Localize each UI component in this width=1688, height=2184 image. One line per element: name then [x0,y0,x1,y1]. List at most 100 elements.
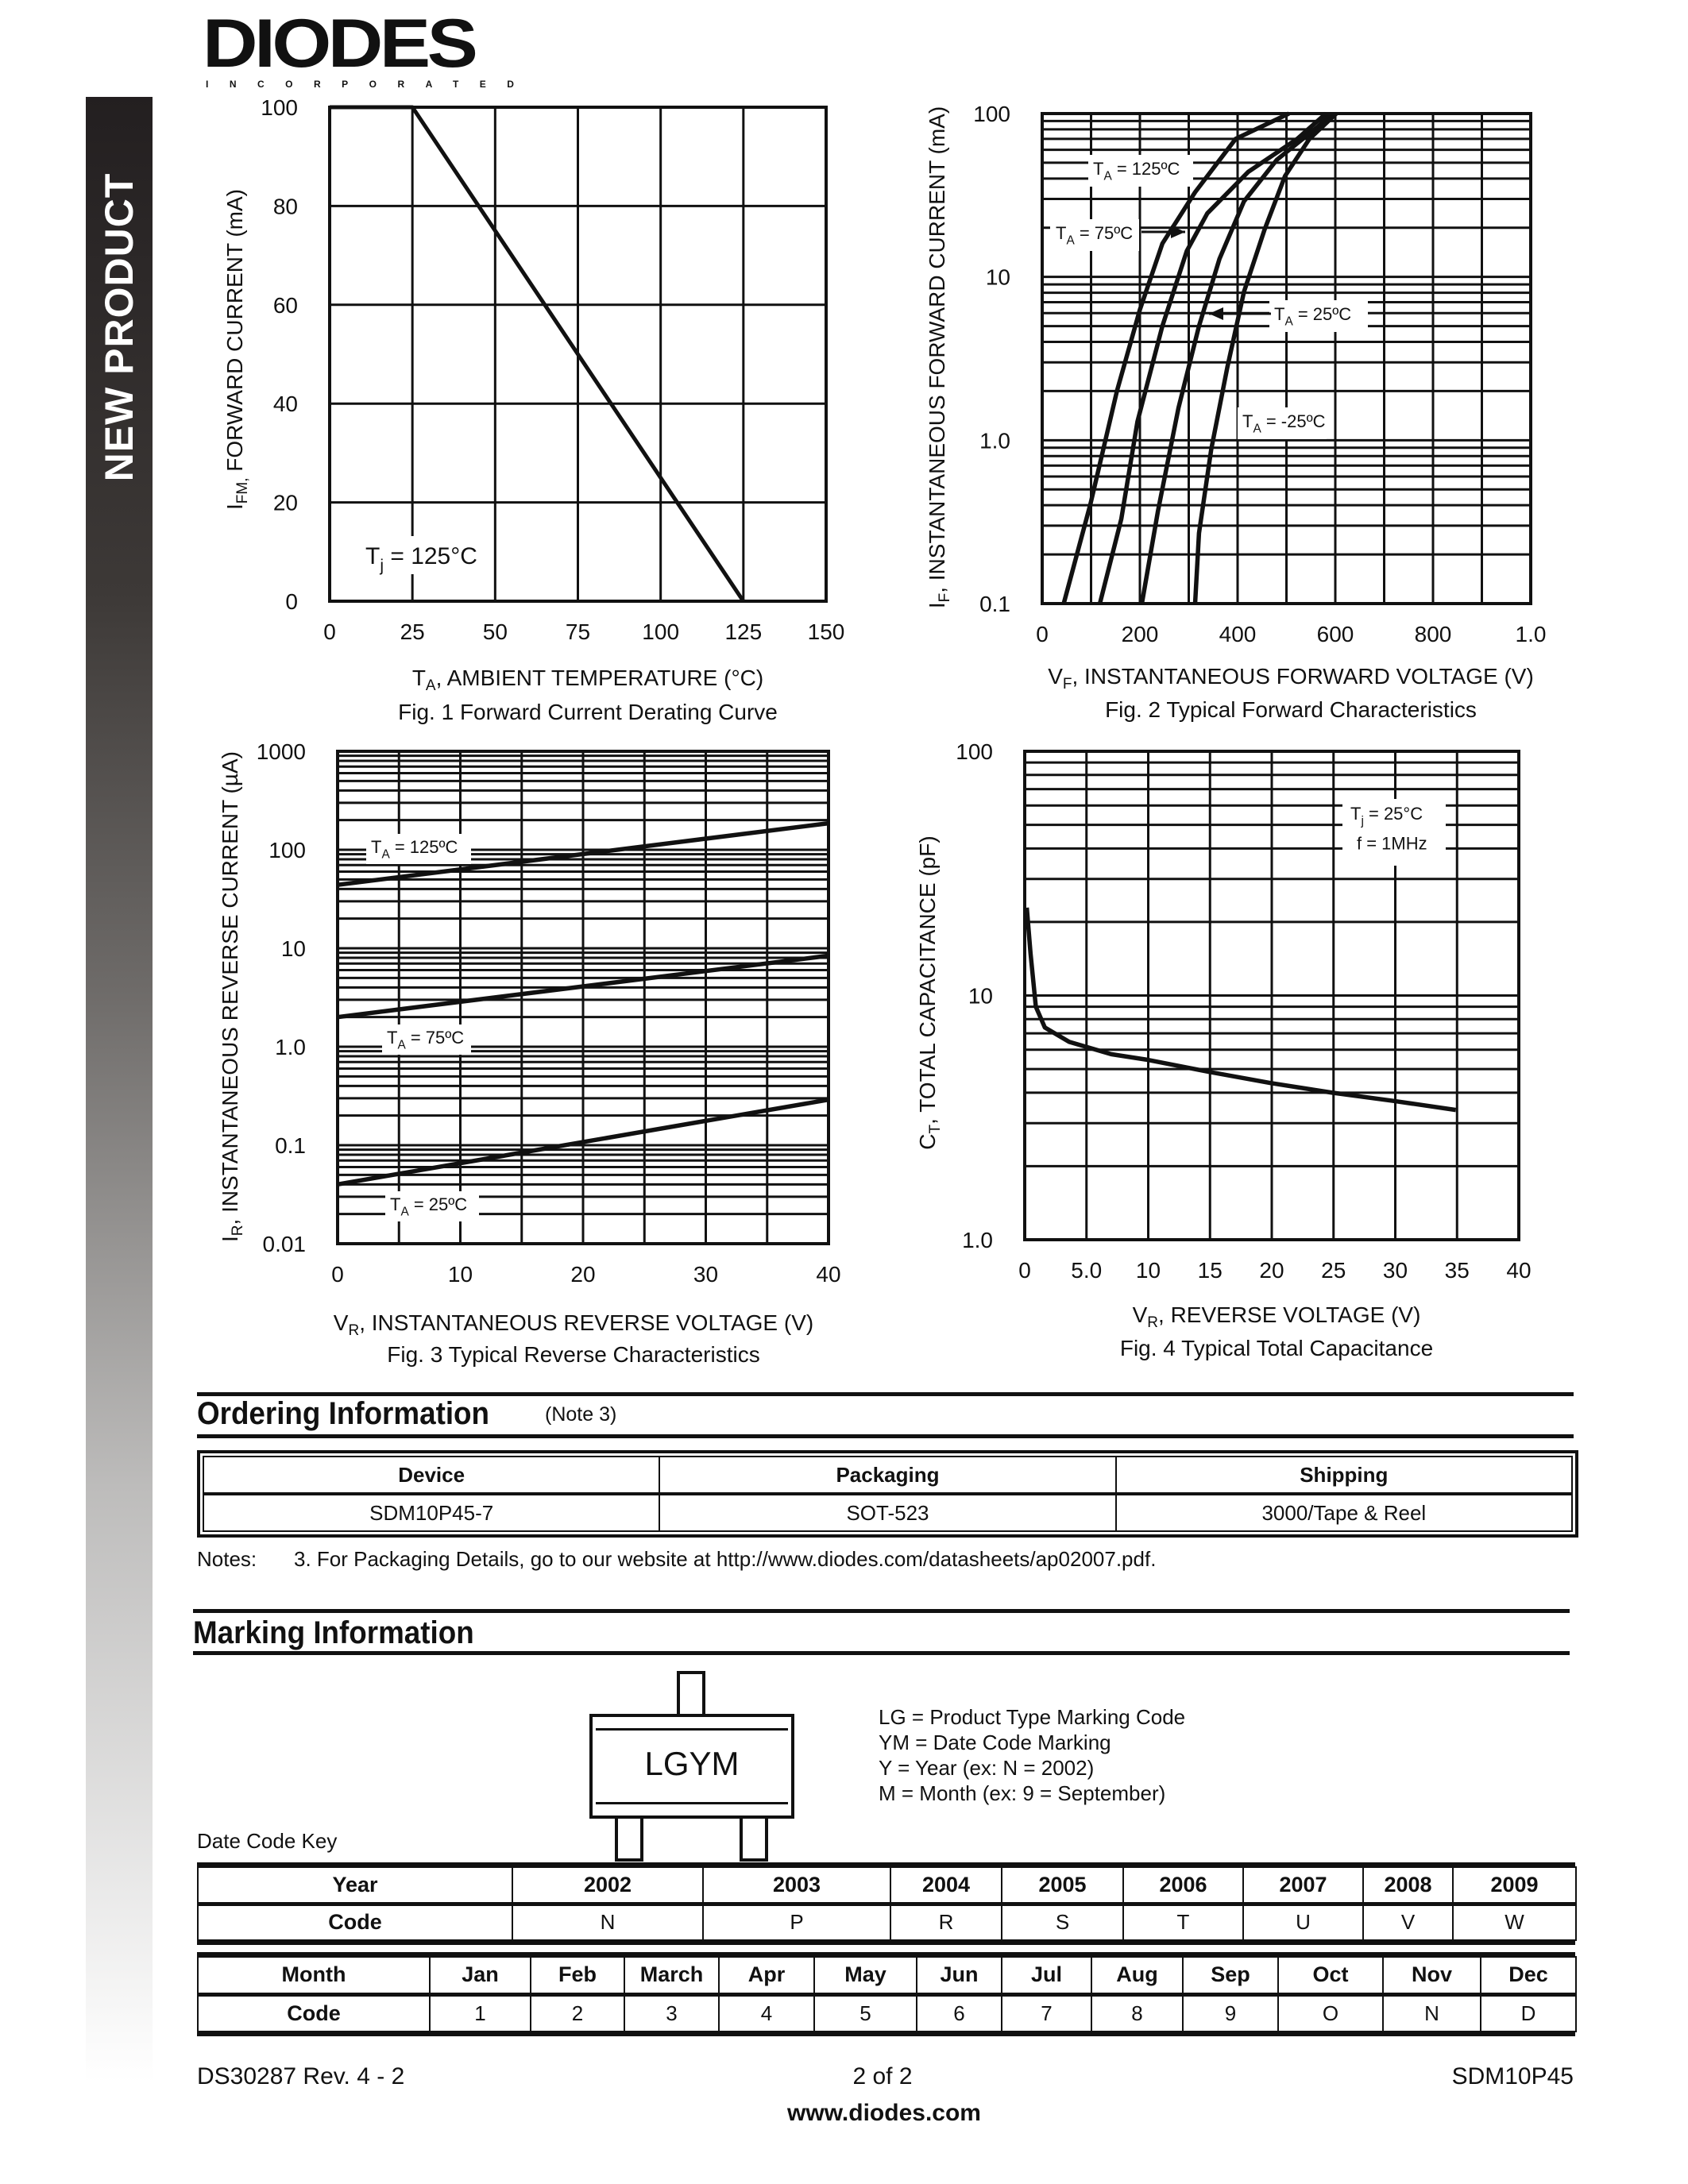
legend-line: M = Month (ex: 9 = September) [879,1781,1166,1805]
code-cell: O [1277,1993,1384,2032]
axis-title-rest: FORWARD CURRENT (mA) [222,189,247,478]
annotation-label: TA = 125ºC [371,837,458,862]
annotation-rest: f = 1MHz [1357,833,1427,853]
annotation-rest: = 75ºC [1075,223,1134,243]
table-row: SDM10P45-7 SOT-523 3000/Tape & Reel [202,1493,1574,1532]
column-header: Aug [1091,1956,1184,1997]
y-tick-label: 100 [261,95,298,120]
package-lead-bottom-left [615,1814,643,1862]
fig2-x-axis-title: VF, INSTANTANEOUS FORWARD VOLTAGE (V) [1048,664,1534,692]
annotation-rest: = 75ºC [406,1028,465,1048]
x-tick-label: 100 [642,619,679,644]
new-product-banner: NEW PRODUCT [86,97,153,2082]
plot-frame [336,750,830,1245]
diodes-logo: DIODES INCORPORATED [203,10,514,91]
x-tick-label: 0 [323,619,336,644]
series-line-2 [337,953,829,1020]
axis-title-sub: FM, [234,477,251,504]
axis-title-rest: , REVERSE VOLTAGE (V) [1158,1302,1421,1327]
y-tick-label: 1.0 [275,1035,306,1059]
x-tick-label: 800 [1415,622,1452,646]
month-code-table: Month Jan Feb March Apr May Jun Jul Aug Sep Oct Nov… [197,1952,1577,2036]
y-tick-label: 10 [986,265,1010,290]
y-tick-label: 0 [285,589,298,614]
series-line-3 [1139,111,1334,604]
axis-title-main: I [218,1236,242,1242]
code-cell: R [890,1903,1002,1941]
code-cell: S [1001,1903,1124,1941]
annotation-background [1269,300,1368,332]
x-tick-label: 125 [724,619,762,644]
column-header: Jun [916,1956,1002,1997]
annotation-label: f = 1MHz [1357,833,1427,853]
plot-frame [1023,750,1520,1241]
column-header: Nov [1382,1956,1481,1997]
x-tick-label: 150 [808,619,845,644]
annotation-sub: A [1103,170,1112,183]
x-tick-label: 0 [1036,622,1049,646]
code-cell: 5 [813,1993,917,2032]
axis-title-main: I [925,602,949,609]
axis-title-main: I [222,504,247,510]
header-device: Device [202,1456,661,1495]
annotation-sub: j [1360,815,1363,828]
y-tick-label: 60 [273,293,298,318]
annotation-sub: A [1284,315,1293,329]
annotation-background [382,1024,471,1055]
series-line-1 [1024,907,1457,1113]
y-tick-label: 1000 [257,739,306,764]
column-header: 2004 [890,1866,1002,1906]
column-header: 2002 [512,1866,704,1906]
code-cell: 3 [624,1993,720,2032]
column-header: Dec [1480,1956,1577,1997]
section-divider [197,1392,1574,1396]
column-header: 2005 [1001,1866,1124,1906]
x-tick-label: 50 [483,619,508,644]
annotation-main: T [365,543,380,569]
legend-line: YM = Date Code Marking [879,1731,1111,1754]
y-tick-label: 0.1 [979,592,1010,616]
legend-line: LG = Product Type Marking Code [879,1705,1186,1729]
axis-title-rest: , INSTANTANEOUS FORWARD CURRENT (mA) [925,106,949,593]
arrow-head-icon [1209,307,1223,320]
x-tick-label: 0 [1018,1258,1031,1283]
axis-title-rest: , INSTANTANEOUS REVERSE VOLTAGE (V) [359,1310,814,1335]
logo-wordmark: DIODES [203,6,478,82]
axis-title-sub: T [927,1124,944,1134]
annotation-sub: A [381,848,390,862]
table-header-row: Month Jan Feb March Apr May Jun Jul Aug Sep Oct Nov… [197,1956,1577,1997]
footer-website-link[interactable]: www.diodes.com [787,2100,981,2126]
annotation-rest: = 25ºC [1293,304,1352,324]
new-product-label: NEW PRODUCT [97,172,141,482]
package-bevel-top [596,1720,788,1731]
fig1-y-axis-title: IFM, FORWARD CURRENT (mA) [222,189,251,510]
axis-title-sub: R [1147,1314,1159,1331]
y-tick-label: 100 [268,838,306,862]
annotation-sub: A [1253,423,1261,436]
series-line-4 [1192,112,1338,604]
fig3-x-axis-title: VR, INSTANTANEOUS REVERSE VOLTAGE (V) [334,1310,814,1338]
table-header-row: Year 2002 2003 2004 2005 2006 2007 2008 2009 [197,1866,1577,1906]
annotation-main: T [1350,804,1361,824]
series-line-1 [1061,111,1290,604]
column-header: Sep [1182,1956,1279,1997]
table-header-row: Device Packaging Shipping [202,1456,1574,1495]
shipping-cell: 3000/Tape & Reel [1114,1493,1574,1532]
annotation-label: TA = 125ºC [1093,159,1180,183]
annotation-rest: = 125°C [384,543,477,569]
annotation-main: T [1056,223,1066,243]
annotation-main: T [390,1194,400,1214]
annotation-background [1238,407,1327,439]
series-line-2 [1097,111,1328,604]
column-header: Oct [1277,1956,1384,1997]
annotation-label: TA = 25ºC [390,1194,467,1219]
axis-title-sub: F [937,592,953,603]
code-cell: N [512,1903,704,1941]
x-tick-label: 400 [1219,622,1257,646]
x-tick-label: 40 [816,1262,840,1287]
plot-frame [328,106,828,603]
notes-label: Notes: [197,1547,257,1571]
x-tick-label: 15 [1198,1258,1223,1283]
axis-title-sub: F [1062,676,1072,693]
